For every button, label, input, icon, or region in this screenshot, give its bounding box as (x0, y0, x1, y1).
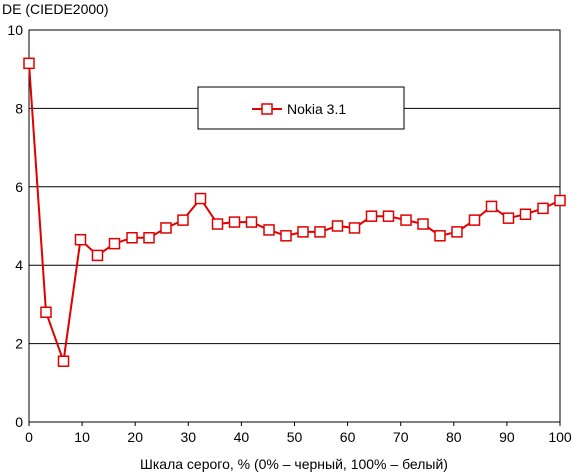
x-axis-tick-labels: 0 10 20 30 40 50 60 70 80 90 100 (25, 422, 572, 445)
x-tick-label: 100 (548, 429, 572, 445)
data-point-marker (348, 222, 361, 234)
data-point-marker (23, 57, 35, 70)
data-point-marker (91, 249, 104, 262)
data-point-marker (228, 216, 241, 228)
data-point-marker (400, 214, 412, 226)
data-point-marker (280, 230, 292, 242)
data-point-marker (194, 192, 207, 205)
data-point-marker (537, 202, 549, 215)
x-tick-label: 80 (446, 429, 462, 445)
y-tick-label: 10 (7, 22, 23, 38)
data-point-marker (245, 216, 258, 228)
data-point-marker (519, 208, 532, 220)
x-tick-label: 50 (287, 429, 303, 445)
x-axis-title: Шкала серого, % (0% – черный, 100% – бел… (140, 456, 448, 472)
x-tick-label: 10 (74, 429, 90, 445)
data-point-marker (143, 232, 155, 244)
data-point-marker (40, 306, 52, 318)
x-tick-label: 60 (340, 429, 356, 445)
data-point-marker (485, 200, 498, 213)
data-point-marker (57, 355, 70, 367)
x-tick-label: 70 (393, 429, 409, 445)
x-tick-label: 40 (234, 429, 250, 445)
legend-marker (261, 103, 273, 115)
y-tick-label: 4 (15, 257, 23, 273)
data-point-marker (502, 212, 515, 224)
legend-label: Nokia 3.1 (287, 101, 346, 117)
y-tick-label: 0 (15, 414, 23, 430)
data-point-marker (554, 194, 566, 207)
legend: Nokia 3.1 (197, 86, 405, 130)
data-point-marker (434, 230, 446, 242)
data-point-marker (382, 210, 395, 222)
data-point-marker (108, 237, 121, 250)
data-point-marker (160, 222, 172, 234)
y-tick-label: 6 (15, 179, 23, 195)
y-axis-tick-labels: 0 2 4 6 8 10 (7, 22, 23, 430)
data-point-marker (297, 226, 309, 238)
data-point-marker (331, 220, 344, 232)
data-point-marker (263, 224, 275, 236)
x-tick-label: 20 (127, 429, 143, 445)
data-point-marker (211, 218, 224, 230)
y-axis-title: DE (CIEDE2000) (2, 1, 109, 17)
data-point-marker (365, 210, 378, 222)
x-tick-label: 30 (181, 429, 197, 445)
data-point-marker (126, 232, 138, 244)
data-point-marker (417, 218, 429, 230)
data-point-marker (314, 226, 326, 238)
data-point-marker (177, 214, 189, 226)
x-tick-label: 0 (25, 429, 33, 445)
data-point-marker (468, 214, 481, 226)
series-layer (23, 57, 566, 367)
y-tick-label: 8 (15, 100, 23, 116)
y-tick-label: 2 (15, 336, 23, 352)
data-point-marker (451, 226, 463, 238)
data-point-marker (74, 233, 87, 246)
legend-box (197, 86, 405, 130)
x-tick-label: 90 (499, 429, 515, 445)
